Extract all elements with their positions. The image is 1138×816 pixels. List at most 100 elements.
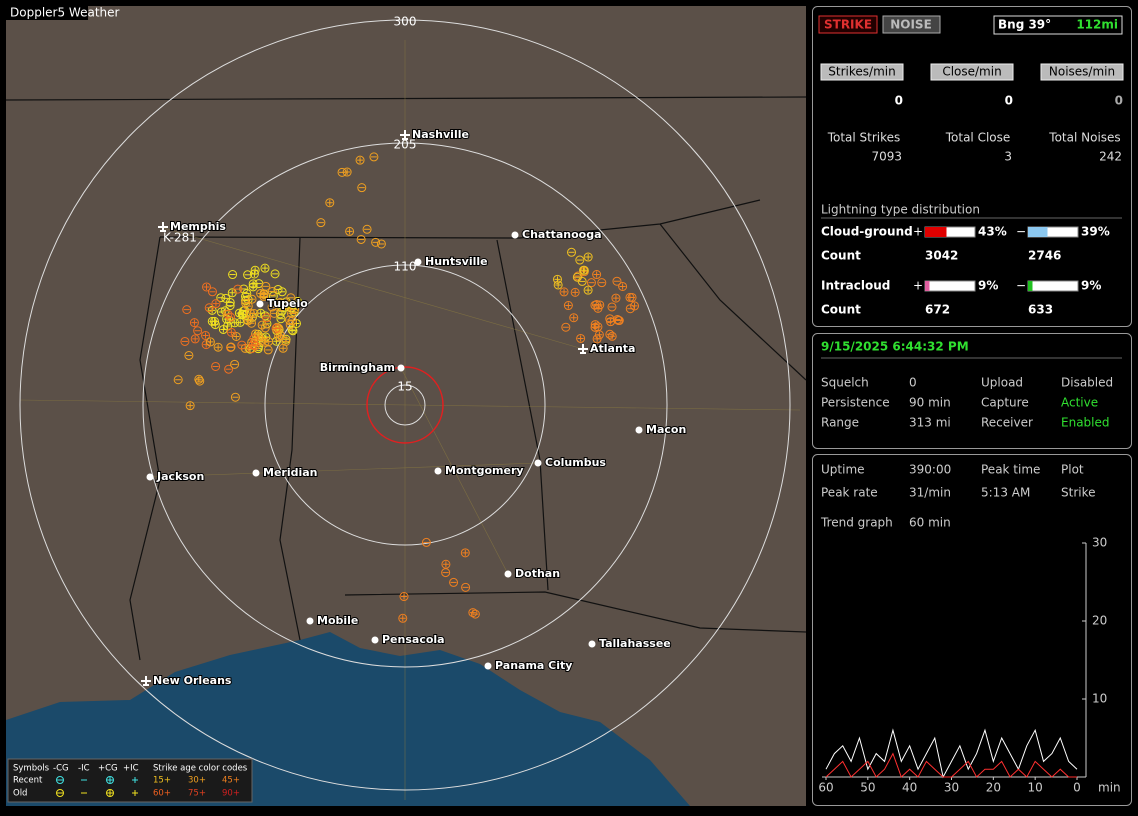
strike: [441, 568, 451, 578]
strike: [212, 321, 219, 328]
count-label: Count: [821, 249, 861, 263]
strike: [211, 361, 221, 371]
strike: [356, 234, 366, 244]
stat: Plot: [1061, 463, 1084, 477]
strike: [276, 314, 286, 324]
rate-button[interactable]: [820, 63, 904, 81]
legend-age: 60+: [153, 789, 171, 799]
rate-button[interactable]: [930, 63, 1014, 81]
strike-button[interactable]: [818, 15, 878, 34]
count-label: Count: [821, 303, 861, 317]
stat: Peak rate: [821, 486, 878, 500]
city-dot: [256, 300, 264, 308]
x-tick-label: 10: [1028, 781, 1043, 795]
strike: [316, 218, 326, 228]
percent: 9%: [1081, 279, 1101, 293]
strike: [565, 302, 572, 309]
legend-label: -IC: [78, 764, 90, 774]
strike: [201, 330, 211, 340]
strike: [184, 350, 194, 360]
strike: [569, 313, 579, 323]
strike: [252, 267, 259, 274]
strike: [243, 301, 253, 311]
strike: [449, 577, 459, 587]
strike: [241, 298, 251, 308]
strike: [355, 155, 365, 165]
strike: [593, 271, 600, 278]
stat-label: Trend graph: [820, 516, 893, 530]
strike: [250, 280, 257, 287]
strike: [250, 265, 260, 275]
trend-line: [825, 728, 1078, 779]
type-name: Intracloud: [821, 279, 890, 293]
total-value: 7093: [871, 150, 902, 164]
strike: [630, 301, 640, 311]
strike: [376, 239, 386, 249]
x-axis-label: min: [1098, 781, 1121, 795]
legend-label: +CG: [98, 764, 118, 774]
strike: [460, 548, 470, 558]
strike: [326, 199, 333, 206]
y-tick-label: 30: [1092, 536, 1107, 550]
strike: [576, 333, 586, 343]
strike: [607, 318, 614, 325]
strike: [585, 287, 592, 294]
sign: +: [913, 279, 923, 293]
strike: [259, 290, 269, 300]
city-dot: [397, 364, 405, 372]
city-label: Atlanta: [590, 342, 635, 355]
count: 672: [925, 303, 950, 317]
button-label[interactable]: STRIKE: [824, 18, 872, 32]
total-label: Total Close: [945, 131, 1011, 145]
strike: [257, 290, 264, 297]
strike: [470, 609, 480, 619]
setting: Upload: [981, 376, 1023, 390]
strike: [191, 319, 198, 326]
strike: [242, 288, 252, 298]
strike: [369, 152, 379, 162]
strike: [267, 302, 277, 312]
legend-label: +IC: [123, 764, 139, 774]
city-label: Macon: [646, 423, 686, 436]
strike: [254, 331, 264, 341]
strike: [273, 338, 280, 345]
strike: [277, 287, 287, 297]
strike: [596, 331, 603, 338]
noise-button[interactable]: [882, 15, 941, 34]
strike: [561, 288, 568, 295]
strike: [228, 270, 238, 280]
strike: [590, 322, 600, 332]
strike: [325, 198, 335, 208]
city-label: Huntsville: [425, 255, 488, 268]
bar: [925, 227, 947, 237]
setting: 0: [909, 376, 917, 390]
y-tick-label: 20: [1092, 614, 1107, 628]
stat: 5:13 AM: [981, 486, 1030, 500]
city-label: Pensacola: [382, 633, 445, 646]
x-tick-label: 60: [818, 781, 833, 795]
legend-label: Symbols: [13, 764, 50, 774]
city-dot: [511, 231, 519, 239]
strike: [250, 341, 260, 351]
rate-button[interactable]: [1040, 63, 1124, 81]
strike: [187, 402, 194, 409]
bearing: Bng 39°: [998, 18, 1051, 32]
type-name: Cloud-ground: [821, 225, 913, 239]
setting: Capture: [981, 396, 1029, 410]
strike: [585, 254, 592, 261]
strike: [185, 401, 195, 411]
range-label: 205: [394, 138, 417, 152]
button-label[interactable]: NOISE: [890, 18, 932, 32]
setting: Disabled: [1061, 376, 1113, 390]
city-label: Panama City: [495, 659, 572, 672]
strike: [249, 334, 259, 344]
strike: [275, 309, 285, 319]
rate-value: 0: [895, 94, 903, 108]
strike: [555, 281, 562, 288]
strike: [553, 280, 563, 290]
strike: [270, 269, 280, 279]
strike: [575, 255, 585, 265]
x-tick-label: 50: [860, 781, 875, 795]
stat: 390:00: [909, 463, 951, 477]
strike: [260, 323, 270, 333]
